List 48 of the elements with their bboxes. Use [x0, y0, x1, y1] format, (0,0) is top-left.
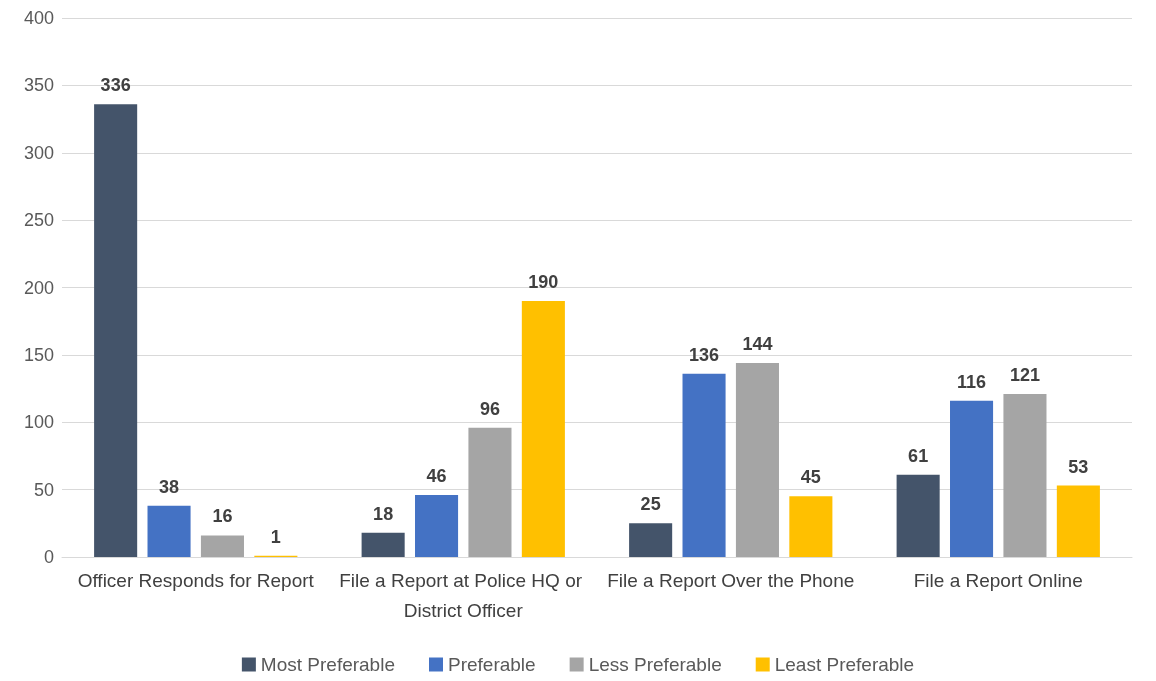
x-tick-label: Officer Responds for Report — [77, 569, 315, 591]
bar — [1056, 485, 1100, 557]
y-tick-label: 100 — [23, 412, 54, 433]
bar — [735, 362, 779, 557]
y-tick-label: 150 — [23, 344, 54, 365]
data-label: 116 — [957, 371, 987, 392]
y-tick-label: 400 — [23, 8, 54, 28]
bar — [361, 532, 405, 557]
data-label: 18 — [373, 503, 394, 524]
data-label: 1 — [270, 526, 281, 547]
y-tick-label: 50 — [33, 479, 54, 500]
y-tick-label: 300 — [23, 142, 54, 163]
data-label: 136 — [689, 344, 720, 365]
bar — [950, 400, 994, 557]
bar — [147, 505, 191, 557]
data-label: 45 — [800, 467, 821, 488]
bar — [629, 523, 673, 557]
data-label: 38 — [159, 476, 180, 497]
data-label: 144 — [742, 333, 773, 354]
data-label: 53 — [1068, 456, 1089, 477]
bar — [789, 496, 833, 557]
bar — [896, 474, 940, 557]
y-tick-label: 250 — [23, 210, 54, 231]
bar — [682, 373, 726, 557]
legend-label: Preferable — [447, 654, 536, 675]
bar — [200, 535, 244, 557]
x-tick-label: File a Report at Police HQ or District Officer — [339, 569, 588, 621]
y-tick-label: 0 — [43, 547, 54, 567]
y-tick-label: 350 — [23, 75, 54, 96]
data-label: 96 — [479, 398, 500, 419]
x-tick-label: File a Report Online — [913, 569, 1083, 591]
legend-label: Most Preferable — [260, 654, 395, 675]
bar — [1003, 393, 1047, 557]
bar — [468, 427, 512, 557]
data-label: 25 — [640, 494, 661, 515]
bar — [521, 300, 565, 557]
x-tick-label: File a Report Over the Phone — [607, 569, 855, 591]
legend-label: Least Preferable — [774, 654, 915, 675]
bar — [415, 495, 459, 557]
data-label: 190 — [528, 271, 559, 292]
data-label: 61 — [908, 445, 929, 466]
bar — [94, 104, 138, 557]
data-label: 16 — [212, 506, 233, 527]
data-label: 46 — [426, 466, 447, 487]
legend-label: Less Preferable — [588, 654, 722, 675]
data-label: 121 — [1009, 364, 1040, 385]
data-label: 336 — [100, 75, 131, 96]
y-tick-label: 200 — [23, 277, 54, 298]
